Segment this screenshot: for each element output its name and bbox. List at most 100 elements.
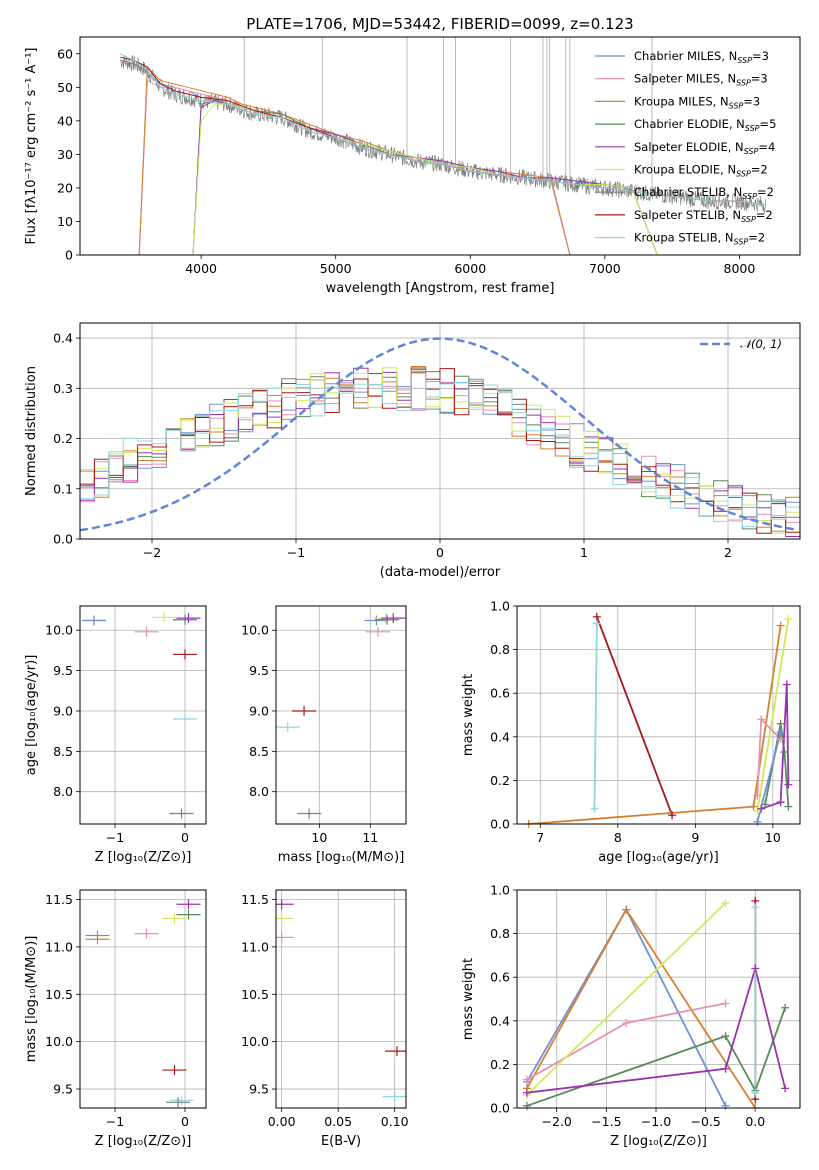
y-tick-label: 9.0: [249, 703, 269, 718]
series-marker: [776, 621, 785, 630]
y-tick-label: 8.5: [249, 744, 269, 759]
x-tick-label: 6000: [454, 261, 486, 276]
series-marker: [757, 715, 766, 724]
y-tick-label: 9.0: [53, 703, 73, 718]
y-tick-label: 40: [57, 113, 73, 128]
series-marker: [668, 811, 677, 820]
series-marker: [622, 905, 631, 914]
x-tick-label: 10: [311, 830, 327, 845]
x-tick-label: 5000: [320, 261, 352, 276]
series-marker: [622, 1018, 631, 1027]
y-tick-label: 0.4: [490, 1013, 510, 1028]
series-marker: [751, 964, 760, 973]
y-tick-label: 11.0: [241, 939, 269, 954]
x-axis-label: (data-model)/error: [380, 565, 501, 580]
legend-label: Salpeter MILES, NSSP=3: [634, 72, 768, 88]
y-tick-label: 0.8: [490, 926, 510, 941]
axes-frame: [79, 605, 207, 825]
y-tick-label: 10.5: [241, 987, 269, 1002]
y-tick-label: 10: [57, 214, 73, 229]
y-tick-label: 0.0: [490, 1101, 510, 1116]
series-line: [528, 625, 782, 824]
plot-area: [85, 899, 201, 1108]
series-marker: [522, 1075, 531, 1084]
series-marker: [751, 903, 760, 912]
gaussian-reference: [80, 337, 798, 532]
y-tick-label: 10.0: [241, 623, 269, 638]
x-tick-label: 1: [580, 545, 588, 560]
y-axis-label: mass weight: [461, 958, 476, 1040]
x-tick-label: −1: [287, 545, 305, 560]
y-tick-label: 0.3: [53, 381, 73, 396]
series-line: [596, 616, 673, 816]
series-marker: [757, 804, 766, 813]
x-tick-label: 9: [691, 830, 699, 845]
y-tick-label: 9.5: [249, 1082, 269, 1097]
y-tick-label: 11.0: [45, 939, 73, 954]
panel-mass-age: 10 11 8.0 8.5 9.0 9.5 10.0 mass [log₁₀(M/M⊙)]: [241, 605, 407, 865]
series-line: [138, 66, 571, 255]
x-tick-label: 0.05: [324, 1114, 352, 1129]
plot-area: [276, 899, 406, 1102]
x-axis-label: wavelength [Angstrom, rest frame]: [326, 281, 555, 296]
y-tick-label: 9.5: [53, 1082, 73, 1097]
series-marker: [753, 817, 762, 826]
series-marker: [781, 1003, 790, 1012]
x-tick-label: −0.5: [690, 1114, 720, 1129]
x-tick-label: 0: [181, 830, 189, 845]
y-tick-label: 0.2: [490, 773, 510, 788]
panel-age-weight: 7 8 9 10 0.0 0.2 0.4 0.6 0.8 1.0 age [log₁₀(age/yr…: [461, 599, 801, 865]
series-line: [756, 618, 790, 812]
y-tick-label: 8.0: [249, 784, 269, 799]
figure-title: PLATE=1706, MJD=53442, FIBERID=0099, z=0…: [246, 15, 633, 33]
y-axis-label: age [log₁₀(age/yr)]: [24, 655, 39, 776]
x-tick-label: −2: [143, 545, 161, 560]
plot-area: [120, 37, 767, 255]
y-tick-label: 0.2: [53, 431, 73, 446]
y-tick-label: 0.8: [490, 642, 510, 657]
series-marker: [784, 802, 793, 811]
series-line: [120, 53, 767, 206]
y-tick-label: 1.0: [490, 883, 510, 898]
y-tick-label: 11.5: [45, 892, 73, 907]
y-tick-label: 0.2: [490, 1057, 510, 1072]
x-tick-label: 4000: [185, 261, 217, 276]
series-marker: [751, 1088, 760, 1097]
x-tick-label: 7000: [589, 261, 621, 276]
y-tick-label: 0.6: [490, 970, 510, 985]
x-tick-label: −2.0: [542, 1114, 572, 1129]
y-tick-label: 10.0: [45, 1034, 73, 1049]
series-line: [760, 684, 790, 810]
y-axis-label: Normed distribution: [24, 366, 39, 496]
y-tick-label: 20: [57, 180, 73, 195]
series-marker: [761, 800, 770, 809]
series-marker: [781, 1084, 790, 1093]
y-tick-label: 0.1: [53, 481, 73, 496]
histogram-step: [80, 368, 800, 534]
series-line: [526, 902, 727, 1096]
series-marker: [776, 719, 785, 728]
y-tick-label: 10.0: [241, 1034, 269, 1049]
y-tick-label: 60: [57, 46, 73, 61]
axes-frame: [516, 605, 801, 825]
series-marker: [590, 804, 599, 813]
x-axis-label: Z [log₁₀(Z/Z⊙)]: [610, 1134, 707, 1149]
x-tick-label: 0: [181, 1114, 189, 1129]
series-marker: [721, 899, 730, 908]
legend-label: Chabrier STELIB, NSSP=2: [634, 185, 774, 201]
x-axis-label: Z [log₁₀(Z/Z⊙)]: [95, 850, 192, 865]
x-tick-label: 0.0: [745, 1114, 765, 1129]
legend-label: Chabrier MILES, NSSP=3: [634, 49, 769, 65]
series-marker: [592, 619, 601, 628]
plot-area: [82, 612, 201, 819]
series-marker: [753, 791, 762, 800]
y-tick-label: 1.0: [490, 599, 510, 614]
y-tick-label: 11.5: [241, 892, 269, 907]
y-tick-label: 9.5: [53, 663, 73, 678]
legend-label: Kroupa MILES, NSSP=3: [634, 94, 760, 110]
series-line: [192, 103, 658, 255]
x-tick-label: −1.5: [591, 1114, 621, 1129]
y-tick-label: 0: [65, 248, 73, 263]
y-tick-label: 8.5: [53, 744, 73, 759]
